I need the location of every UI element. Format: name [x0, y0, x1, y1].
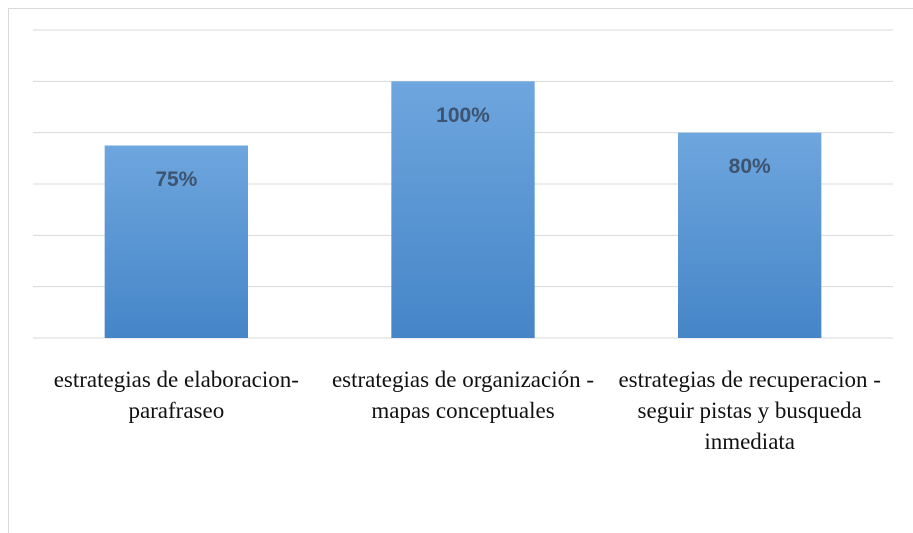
value-label: 80% [729, 155, 771, 178]
value-label: 100% [436, 104, 490, 127]
x-tick-label: estrategias de elaboracion-parafraseo [53, 367, 299, 423]
value-label: 75% [155, 168, 197, 191]
bar [104, 145, 249, 338]
x-tick-label: estrategias de recuperacion - seguir pis… [618, 367, 881, 454]
x-tick-label: estrategias de organización - mapas conc… [331, 367, 595, 423]
bar [391, 81, 535, 338]
bar [678, 132, 822, 338]
chart-frame [8, 8, 913, 533]
